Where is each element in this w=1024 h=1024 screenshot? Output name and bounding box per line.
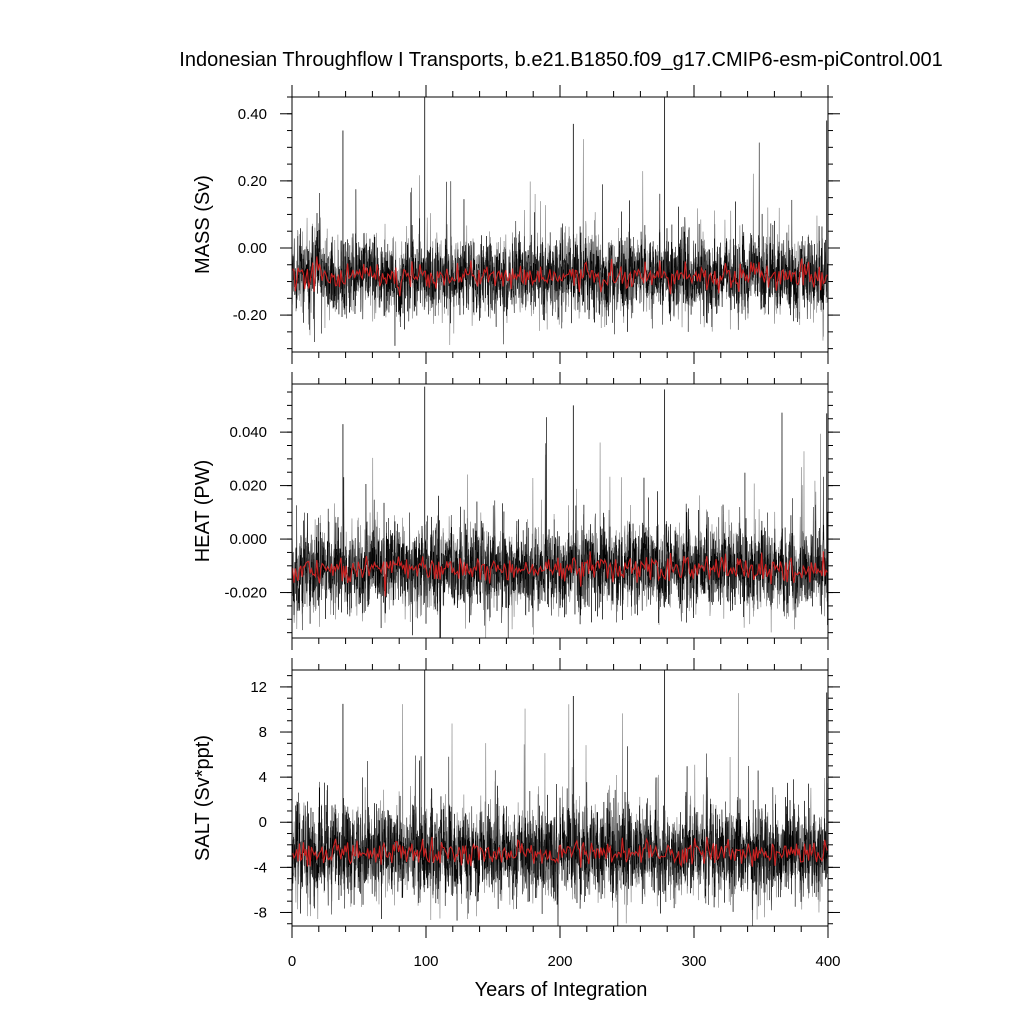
x-tick-label-3: 300 <box>681 953 706 970</box>
x-axis-label: Years of Integration <box>475 979 648 1001</box>
y-tick-label-1-1: 0.020 <box>229 478 267 495</box>
y-tick-label-1-3: -0.020 <box>224 585 267 602</box>
y-tick-label-2-5: -8 <box>254 904 267 921</box>
y-tick-label-0-2: 0.00 <box>238 240 267 257</box>
y-tick-label-2-1: 8 <box>259 724 267 741</box>
monthly-series-2 <box>292 746 828 926</box>
y-tick-label-1-0: 0.040 <box>229 424 267 441</box>
y-axis-label-1: HEAT (PW) <box>192 460 214 563</box>
x-tick-label-1: 100 <box>413 953 438 970</box>
x-tick-label-2: 200 <box>547 953 572 970</box>
annual-mean-series-2 <box>292 836 828 868</box>
panels-group: 0.40 0.20 0.00 -0.20 MASS (Sv) 0.040 0.020 0.00… <box>192 85 840 938</box>
x-tick-label-4: 400 <box>815 953 840 970</box>
y-axis-label-2: SALT (Sv*ppt) <box>192 735 214 861</box>
y-tick-label-2-4: -4 <box>254 859 267 876</box>
annual-mean-series-0 <box>292 256 828 297</box>
y-tick-label-2-0: 12 <box>250 679 267 696</box>
panel-1: 0.040 0.020 0.000 -0.020 HEAT (PW) <box>192 372 840 650</box>
monthly-series-light-0 <box>292 139 828 345</box>
y-tick-label-0-3: -0.20 <box>233 307 267 324</box>
panel-0: 0.40 0.20 0.00 -0.20 MASS (Sv) <box>192 85 840 364</box>
y-tick-label-0-1: 0.20 <box>238 173 267 190</box>
x-tick-label-0: 0 <box>288 953 296 970</box>
x-tick-labels: 0 100 200 300 400 <box>288 953 841 970</box>
chart-title: Indonesian Throughflow I Transports, b.e… <box>179 49 942 71</box>
y-tick-label-1-2: 0.000 <box>229 531 267 548</box>
annual-mean-series-1 <box>292 551 828 597</box>
y-tick-label-0-0: 0.40 <box>238 106 267 123</box>
y-tick-label-2-3: 0 <box>259 814 267 831</box>
y-axis-label-0: MASS (Sv) <box>192 175 214 274</box>
monthly-series-0 <box>292 142 828 346</box>
y-tick-label-2-2: 4 <box>259 769 267 786</box>
monthly-series-1 <box>292 412 828 638</box>
panel-2: 12 8 4 0 -4 -8 SALT (Sv*ppt) <box>192 658 840 938</box>
